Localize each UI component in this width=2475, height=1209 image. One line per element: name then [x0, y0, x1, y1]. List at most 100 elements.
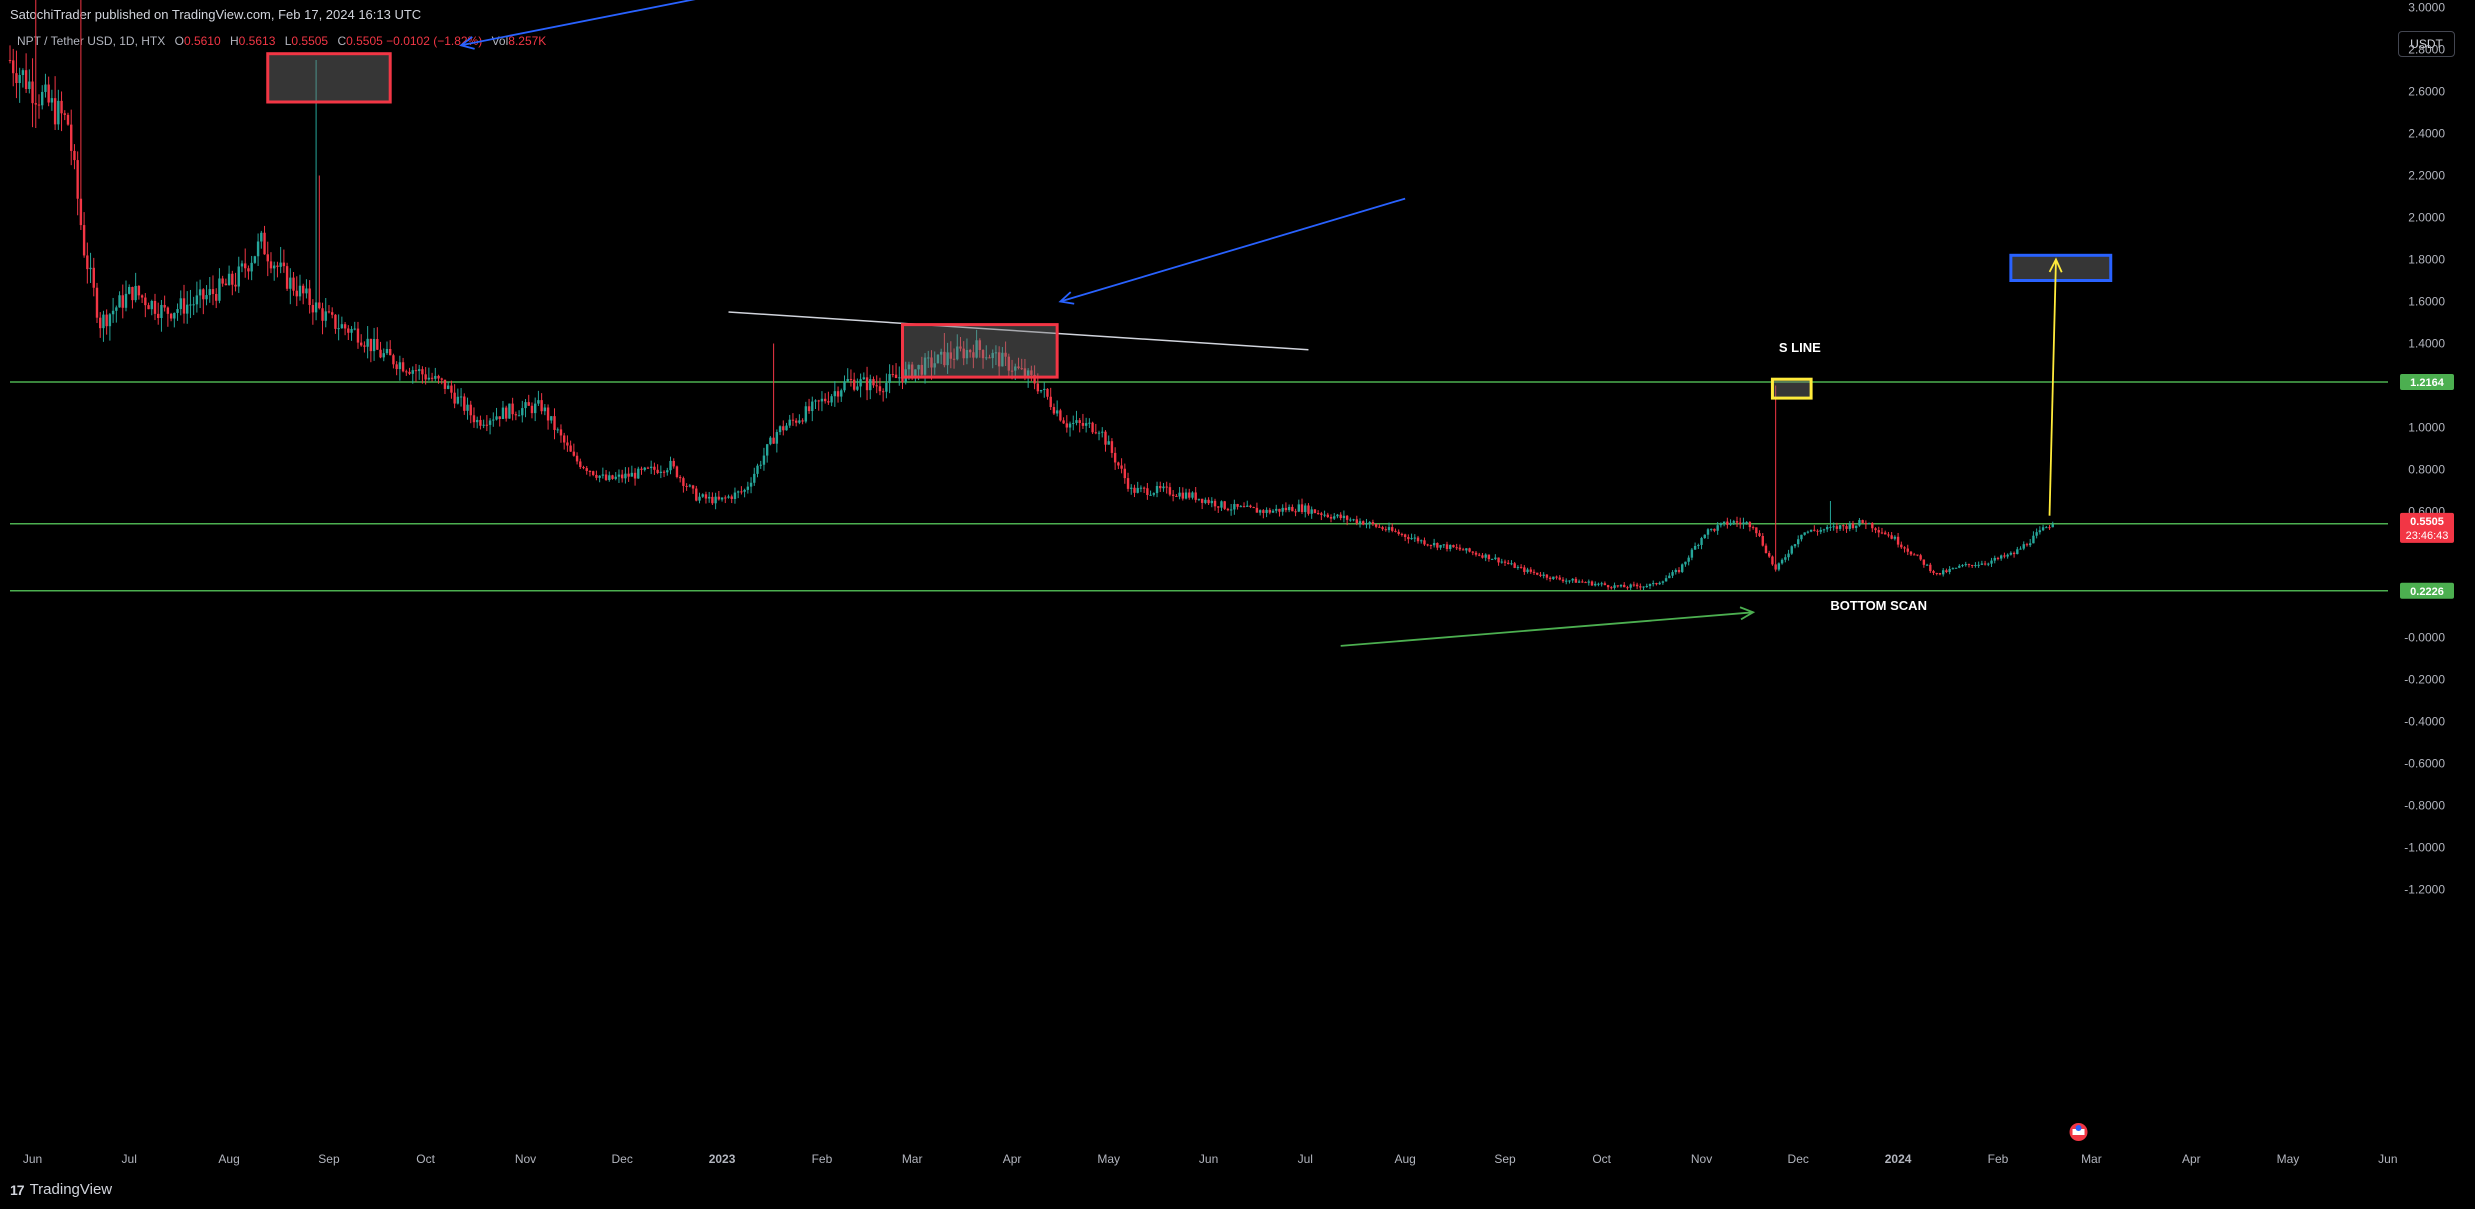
candle-body: [282, 262, 286, 267]
x-tick-label: Mar: [902, 1152, 923, 1166]
arrow-head-2: [1739, 606, 1756, 621]
candle-body: [482, 424, 485, 426]
candle-body: [31, 81, 34, 104]
candle-body: [643, 467, 646, 470]
candle-body: [82, 225, 86, 256]
candle-body: [1416, 537, 1420, 542]
candle-body: [869, 379, 872, 391]
candle-body: [1832, 526, 1835, 528]
candle-body: [479, 419, 482, 426]
candle-body: [537, 400, 540, 404]
price-axis[interactable]: 3.80003.60003.40003.20003.00002.80002.60…: [2404, 0, 2445, 897]
candle-body: [901, 377, 904, 383]
candle-body: [910, 364, 914, 379]
y-tick-label: -0.8000: [2404, 799, 2445, 813]
candle-body: [1146, 488, 1149, 495]
candle-body: [1687, 557, 1690, 562]
candle-body: [1204, 499, 1207, 503]
event-flag-icon[interactable]: [2069, 1123, 2088, 1141]
candle-body: [173, 312, 176, 319]
tradingview-logo[interactable]: 17 TradingView: [10, 1181, 112, 1198]
candle-body: [1120, 465, 1123, 469]
candle-body: [782, 426, 785, 431]
candle-body: [1384, 529, 1387, 531]
candle-body: [1977, 564, 1980, 566]
candle-body: [1055, 410, 1059, 414]
candle-body: [47, 84, 50, 103]
candle-body: [672, 460, 675, 467]
candle-body: [1893, 536, 1897, 539]
candle-body: [862, 377, 866, 380]
candle-body: [1362, 521, 1365, 525]
candle-body: [1043, 388, 1046, 390]
candle-body: [1239, 506, 1243, 508]
candle-body: [1010, 370, 1014, 372]
candle-body: [1020, 368, 1023, 370]
time-axis[interactable]: Jun Jul Aug Sep Oct Nov Dec 2023 Feb Mar Apr May Jun…: [23, 1152, 2398, 1166]
candle-body: [1449, 545, 1452, 549]
candle-body: [540, 400, 543, 412]
candle-body: [331, 312, 334, 315]
candle-body: [147, 305, 150, 310]
zone-box-0: [266, 52, 392, 104]
candle-body: [1726, 521, 1729, 525]
candle-body: [1803, 532, 1806, 535]
candle-body: [1152, 493, 1156, 495]
candle-body: [192, 304, 195, 306]
legend-vol: 8.257K: [508, 34, 547, 48]
candle-body: [128, 286, 131, 294]
candle-body: [1410, 538, 1413, 540]
candle-body: [1333, 516, 1336, 519]
annotation-0: S LINE: [1779, 340, 1821, 355]
candle-body: [140, 295, 144, 298]
candle-body: [1503, 561, 1507, 563]
candle-body: [2025, 544, 2029, 546]
legend-change: −0.0102 (−1.82%): [386, 34, 483, 48]
candle-body: [1104, 431, 1107, 445]
candle-body: [591, 471, 595, 475]
legend-low-label: L: [284, 34, 292, 48]
candle-body: [1130, 487, 1133, 489]
annotation-1: BOTTOM SCAN: [1830, 598, 1927, 613]
candle-body: [965, 349, 969, 359]
candle-body: [2051, 524, 2054, 528]
candle-body: [186, 304, 189, 314]
candle-body: [514, 414, 518, 416]
candle-body: [305, 288, 308, 294]
candle-body: [1413, 537, 1416, 539]
candle-body: [1516, 566, 1520, 568]
currency-selector[interactable]: USDT: [2398, 31, 2455, 57]
candle-body: [1307, 505, 1310, 514]
candle-body: [2041, 527, 2045, 531]
candle-body: [852, 379, 856, 390]
x-tick-label: Jul: [122, 1152, 137, 1166]
candle-body: [195, 295, 199, 305]
x-tick-label: Nov: [515, 1152, 536, 1166]
candle-body: [169, 313, 173, 319]
last-price-tag-countdown: 23:46:43: [2406, 530, 2449, 542]
x-tick-label: Sep: [1494, 1152, 1516, 1166]
candle-body: [988, 357, 991, 359]
candle-body: [1652, 583, 1655, 585]
candle-body: [997, 352, 1001, 367]
candle-body: [1081, 422, 1085, 426]
candle-body: [1790, 546, 1793, 554]
legend-close-label: C: [337, 34, 347, 48]
candle-body: [1861, 520, 1864, 523]
x-tick-label: Nov: [1691, 1152, 1712, 1166]
candle-body: [134, 285, 137, 301]
candle-body: [1722, 521, 1726, 524]
candle-body: [115, 307, 118, 311]
y-tick-label: 2.8000: [2408, 43, 2445, 57]
candle-body: [1619, 584, 1623, 587]
candle-body: [807, 406, 811, 412]
candle-body: [263, 232, 266, 255]
candle-body: [289, 277, 292, 289]
candle-body: [1880, 532, 1884, 534]
candle-body: [1223, 501, 1226, 509]
candle-body: [1645, 585, 1648, 587]
y-tick-label: 1.0000: [2408, 421, 2445, 435]
candle-body: [907, 364, 911, 370]
